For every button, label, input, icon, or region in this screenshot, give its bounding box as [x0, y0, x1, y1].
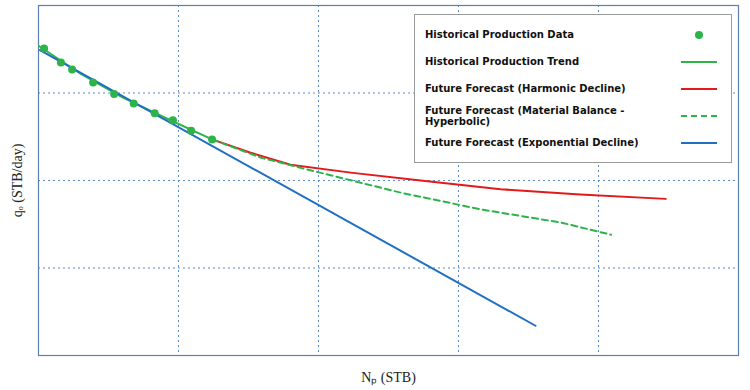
- html-text:Future Forecast (Harmonic Decl: Future Forecast (Harmonic Decline): [425, 83, 626, 94]
- html-text:Future Forecast (Exponential D: Future Forecast (Exponential Decline): [425, 137, 639, 148]
- html-text:Historical Production Data: Historical Production Data: [425, 29, 574, 40]
- html-text:Historical Production Trend: Historical Production Trend: [425, 56, 580, 67]
- html-text:Future Forecast (Material Bala: Future Forecast (Material Balance - Hype…: [425, 104, 625, 127]
- svg-text:qₒ (STB/day): qₒ (STB/day): [10, 143, 26, 217]
- svg-text:Nₚ (STB): Nₚ (STB): [361, 370, 416, 386]
